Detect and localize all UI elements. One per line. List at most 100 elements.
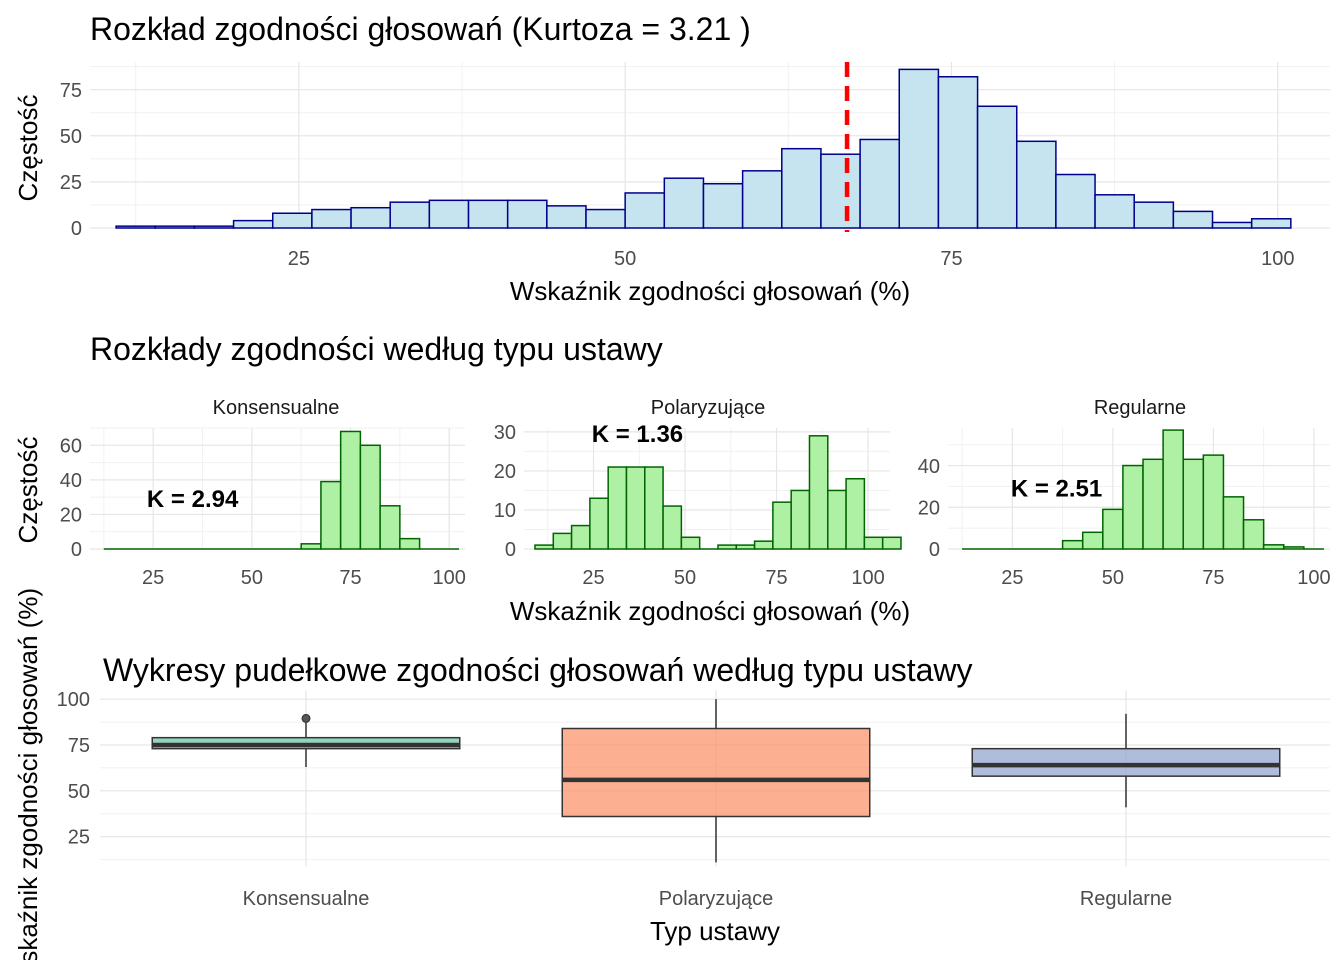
boxplot-title: Wykresy pudełkowe zgodności głosowań wed… <box>103 652 973 688</box>
facet-histograms-panel: Rozkłady zgodności według typu ustawy Ws… <box>13 331 1331 626</box>
overall-x-tick-label: 50 <box>614 248 636 270</box>
overall-histogram-bar <box>232 219 274 229</box>
facet-x-tick-label: 100 <box>433 567 466 589</box>
boxplot-x-tick-label: Polaryzujące <box>659 888 774 910</box>
facet-histogram-bar <box>1242 519 1265 550</box>
facet-histograms-title: Rozkłady zgodności według typu ustawy <box>90 331 663 367</box>
overall-histogram-bar <box>624 192 666 229</box>
overall-histogram-bar <box>741 170 783 229</box>
boxplot-y-axis-label: Wskaźnik zgodności głosowań (%) <box>13 588 43 960</box>
facet-x-tick-label: 75 <box>765 567 787 589</box>
boxplot-x-axis-label: Typ ustawy <box>650 916 780 946</box>
facet-y-tick-label: 0 <box>505 539 516 561</box>
facet-histogram-bar <box>359 444 381 550</box>
facet-histogram-bar <box>320 480 342 550</box>
overall-histogram-bar <box>311 208 352 229</box>
facet-histogram-bar <box>735 544 756 550</box>
boxplot-iqr-box <box>971 747 1281 777</box>
facet-x-tick-label: 25 <box>582 567 604 589</box>
overall-histogram-bar <box>271 212 313 229</box>
facet-histograms-x-axis-label: Wskaźnik zgodności głosowań (%) <box>510 596 910 626</box>
boxplot-panel: Wykresy pudełkowe zgodności głosowań wed… <box>13 588 1330 960</box>
facet-x-tick-label: 100 <box>1297 567 1330 589</box>
facet-histogram-bar <box>753 540 774 550</box>
overall-histogram-bar <box>585 208 626 229</box>
facet-y-tick-label: 20 <box>60 505 82 527</box>
facet-histogram-bar <box>1162 429 1184 550</box>
facet-histogram-bar <box>1142 458 1164 550</box>
facet-histogram-bar <box>881 536 902 550</box>
overall-histogram-bar <box>506 199 548 229</box>
facet-y-tick-label: 30 <box>494 422 516 444</box>
facet-x-tick-label: 100 <box>851 567 884 589</box>
facet-histogram-bar <box>1122 464 1144 550</box>
facet-histogram-bar <box>717 544 738 550</box>
overall-histogram-bar <box>663 177 705 229</box>
facet-y-tick-label: 10 <box>494 500 516 522</box>
overall-histogram-bar <box>937 76 979 229</box>
facet-histogram-bar <box>552 532 573 550</box>
overall-histogram-bar <box>154 225 196 229</box>
facet-histogram-bar <box>1262 544 1285 550</box>
overall-y-tick-label: 75 <box>60 80 82 102</box>
overall-histogram-bar <box>1094 194 1135 229</box>
overall-histogram-bar <box>546 205 587 229</box>
facet-strip-label: Regularne <box>1094 397 1186 419</box>
facet-histograms-y-axis-label: Częstość <box>13 437 43 544</box>
overall-histogram-bar <box>1211 221 1253 229</box>
overall-histogram-bar <box>193 225 235 229</box>
boxplot-outlier-point <box>301 713 311 723</box>
overall-x-tick-label: 25 <box>288 248 310 270</box>
facet-x-tick-label: 50 <box>1102 567 1124 589</box>
facet-histogram-bar <box>589 497 609 550</box>
facet-histogram-bar <box>644 466 664 550</box>
boxplot-y-tick-label: 75 <box>68 735 90 757</box>
facet-histogram-bar <box>1182 458 1205 550</box>
facet-2: Polaryzujące 25 50 75 100 0 10 20 30 K = 1.36 <box>494 397 902 589</box>
overall-histogram-bar <box>1250 218 1292 229</box>
overall-histogram-bar <box>115 225 157 229</box>
facet-x-tick-label: 50 <box>674 567 696 589</box>
facet-y-tick-label: 0 <box>71 539 82 561</box>
facet-histogram-bar <box>845 477 866 550</box>
boxplot-y-tick-label: 100 <box>57 689 90 711</box>
facet-histogram-bar <box>625 466 646 550</box>
facet-1: Konsensualne 25 50 75 100 0 20 40 60 K = 2.94 <box>60 397 466 589</box>
facet-histogram-bar <box>1081 531 1104 550</box>
facet-histogram-bar <box>680 536 701 550</box>
facet-histogram-bar <box>399 537 421 550</box>
facet-strip-label: Polaryzujące <box>651 397 766 419</box>
overall-x-tick-label: 75 <box>940 248 962 270</box>
facet-histogram-bar <box>790 489 811 550</box>
facet-x-tick-label: 75 <box>1202 567 1224 589</box>
facet-histogram-bar <box>662 505 683 550</box>
overall-histogram-bar <box>859 138 901 229</box>
facet-histogram-bar <box>1283 546 1305 550</box>
boxplot-box-2 <box>561 699 871 863</box>
facet-histogram-bar <box>772 501 792 550</box>
facet-strip-label: Konsensualne <box>213 397 340 419</box>
overall-histogram-bar <box>1172 210 1214 229</box>
facet-x-tick-label: 75 <box>339 567 361 589</box>
facet-x-tick-label: 50 <box>241 567 263 589</box>
overall-x-tick-label: 100 <box>1261 248 1294 270</box>
facet-histogram-bar <box>607 466 628 550</box>
facet-histogram-bar <box>827 489 847 550</box>
facet-histogram-bar <box>863 536 884 550</box>
facet-histogram-bar <box>808 435 829 550</box>
facet-histogram-bar <box>339 430 362 550</box>
overall-histogram-bar <box>467 199 509 229</box>
facet-histogram-bar <box>1061 539 1084 550</box>
overall-histogram-title: Rozkład zgodności głosowań (Kurtoza = 3.… <box>90 11 751 47</box>
facet-histogram-bar <box>534 544 555 550</box>
facet-histogram-bar <box>1222 496 1245 550</box>
overall-histogram-bar <box>350 206 391 229</box>
overall-histogram-bar <box>428 199 470 229</box>
facet-3: Regularne 25 50 75 100 0 20 40 K = 2.51 <box>918 397 1331 589</box>
facet-y-tick-label: 0 <box>929 539 940 561</box>
overall-histogram-bar <box>702 182 744 229</box>
facet-histogram-bar <box>1102 508 1124 550</box>
facet-histogram-bar <box>1202 454 1225 550</box>
facet-y-tick-label: 40 <box>60 470 82 492</box>
